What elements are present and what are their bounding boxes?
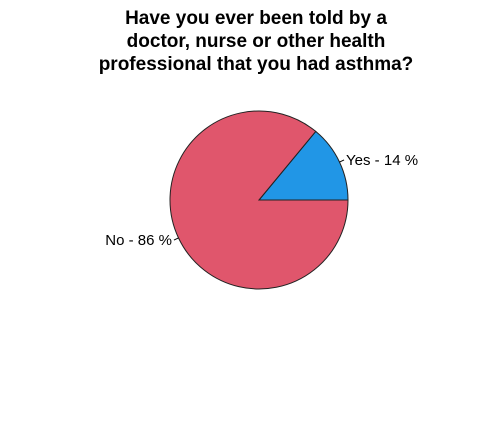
chart-title: Have you ever been told by a doctor, nur… xyxy=(99,8,414,75)
title-line-3: professional that you had asthma? xyxy=(99,54,414,75)
pie-slices xyxy=(169,110,349,290)
pie-slice-1 xyxy=(169,110,349,290)
label-leader-1 xyxy=(173,237,179,241)
slice-label-1: No - 86 % xyxy=(105,232,172,249)
title-line-2: doctor, nurse or other health xyxy=(127,31,386,52)
title-line-1: Have you ever been told by a xyxy=(125,8,387,29)
slice-label-0: Yes - 14 % xyxy=(346,152,418,169)
label-leader-0 xyxy=(339,159,345,163)
slice-labels: Yes - 14 % No - 86 % xyxy=(105,152,418,249)
